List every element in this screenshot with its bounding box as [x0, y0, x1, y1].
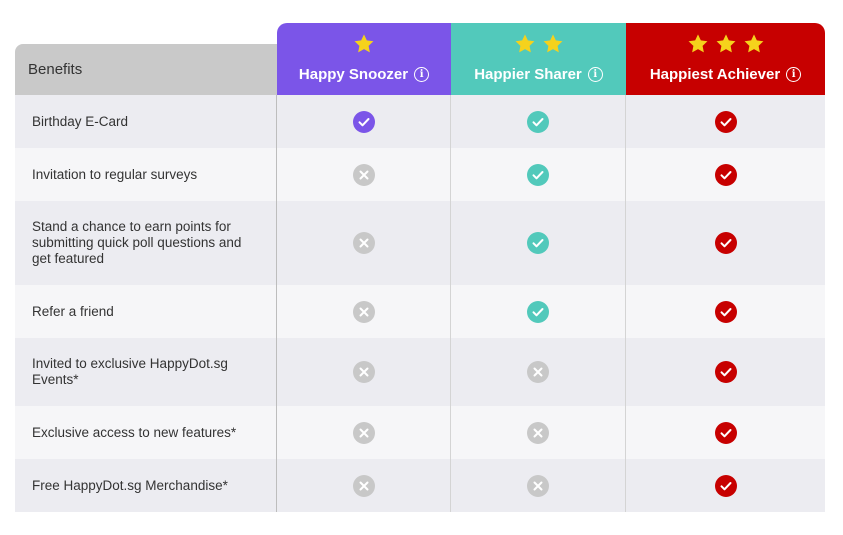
- check-icon: [714, 361, 737, 383]
- benefit-label: Free HappyDot.sg Merchandise*: [15, 459, 277, 512]
- check-icon: [527, 232, 549, 254]
- star-icon: [744, 34, 763, 53]
- tier-cell: [277, 406, 451, 459]
- tier-cell: [451, 148, 626, 201]
- table-row: Invitation to regular surveys: [15, 148, 825, 201]
- cross-icon: [352, 361, 375, 383]
- tier-cell: [626, 406, 825, 459]
- check-icon: [527, 300, 549, 323]
- tier-cell: [626, 338, 825, 406]
- star-icon: [543, 34, 562, 53]
- table-header: Benefits Happy Snoozer i Happier Sharer …: [15, 23, 825, 95]
- tier-cell: [451, 459, 626, 512]
- check-icon: [714, 232, 737, 254]
- tier-happy-snoozer-header: Happy Snoozer i: [277, 23, 451, 95]
- tier-cell: [277, 459, 451, 512]
- benefit-label: Invited to exclusive HappyDot.sg Events*: [15, 338, 277, 406]
- tier-cell: [277, 201, 451, 285]
- tier-cell: [626, 201, 825, 285]
- tier-cell: [451, 95, 626, 148]
- tier-cell: [451, 406, 626, 459]
- cross-icon: [352, 300, 375, 323]
- tier-stars: [277, 33, 451, 55]
- info-icon[interactable]: i: [786, 67, 802, 82]
- tier-label: Happy Snoozer: [298, 66, 409, 83]
- star-icon: [354, 34, 374, 53]
- tier-stars: [626, 33, 825, 55]
- tier-cell: [626, 459, 825, 512]
- benefits-comparison-table: Benefits Happy Snoozer i Happier Sharer …: [15, 23, 825, 512]
- check-icon: [527, 163, 549, 186]
- cross-icon: [527, 421, 549, 444]
- benefit-label: Exclusive access to new features*: [15, 406, 277, 459]
- tier-cell: [451, 338, 626, 406]
- table-row: Stand a chance to earn points for submit…: [15, 201, 825, 285]
- check-icon: [714, 163, 737, 186]
- table-row: Birthday E-Card: [15, 95, 825, 148]
- check-icon: [714, 421, 737, 444]
- star-icon: [515, 34, 534, 53]
- tier-cell: [277, 338, 451, 406]
- tier-cell: [626, 285, 825, 338]
- tier-cell: [277, 285, 451, 338]
- cross-icon: [527, 474, 549, 497]
- tier-cell: [451, 285, 626, 338]
- check-icon: [714, 110, 737, 133]
- tier-happier-sharer-header: Happier Sharer i: [451, 23, 626, 95]
- tier-cell: [626, 148, 825, 201]
- tier-label: Happier Sharer: [474, 66, 582, 83]
- tier-stars: [451, 33, 626, 55]
- table-row: Invited to exclusive HappyDot.sg Events*: [15, 338, 825, 406]
- tier-label: Happiest Achiever: [649, 66, 781, 83]
- cross-icon: [352, 163, 375, 186]
- check-icon: [714, 300, 737, 323]
- benefits-header-label: Benefits: [28, 61, 83, 78]
- check-icon: [527, 110, 549, 133]
- table-row: Free HappyDot.sg Merchandise*: [15, 459, 825, 512]
- benefit-label: Refer a friend: [15, 285, 277, 338]
- tier-cell: [277, 95, 451, 148]
- table-row: Refer a friend: [15, 285, 825, 338]
- cross-icon: [352, 232, 375, 254]
- benefit-label: Birthday E-Card: [15, 95, 277, 148]
- table-row: Exclusive access to new features*: [15, 406, 825, 459]
- tier-happiest-achiever-header: Happiest Achiever i: [626, 23, 825, 95]
- info-icon[interactable]: i: [587, 67, 603, 82]
- tier-cell: [626, 95, 825, 148]
- check-icon: [352, 110, 375, 133]
- info-icon[interactable]: i: [414, 67, 430, 82]
- tier-cell: [277, 148, 451, 201]
- benefits-column-header: Benefits: [15, 44, 277, 95]
- cross-icon: [352, 421, 375, 444]
- tier-cell: [451, 201, 626, 285]
- cross-icon: [352, 474, 375, 497]
- check-icon: [714, 474, 737, 497]
- star-icon: [688, 34, 707, 53]
- star-icon: [716, 34, 735, 53]
- benefit-label: Stand a chance to earn points for submit…: [15, 201, 277, 285]
- cross-icon: [527, 361, 549, 383]
- benefit-label: Invitation to regular surveys: [15, 148, 277, 201]
